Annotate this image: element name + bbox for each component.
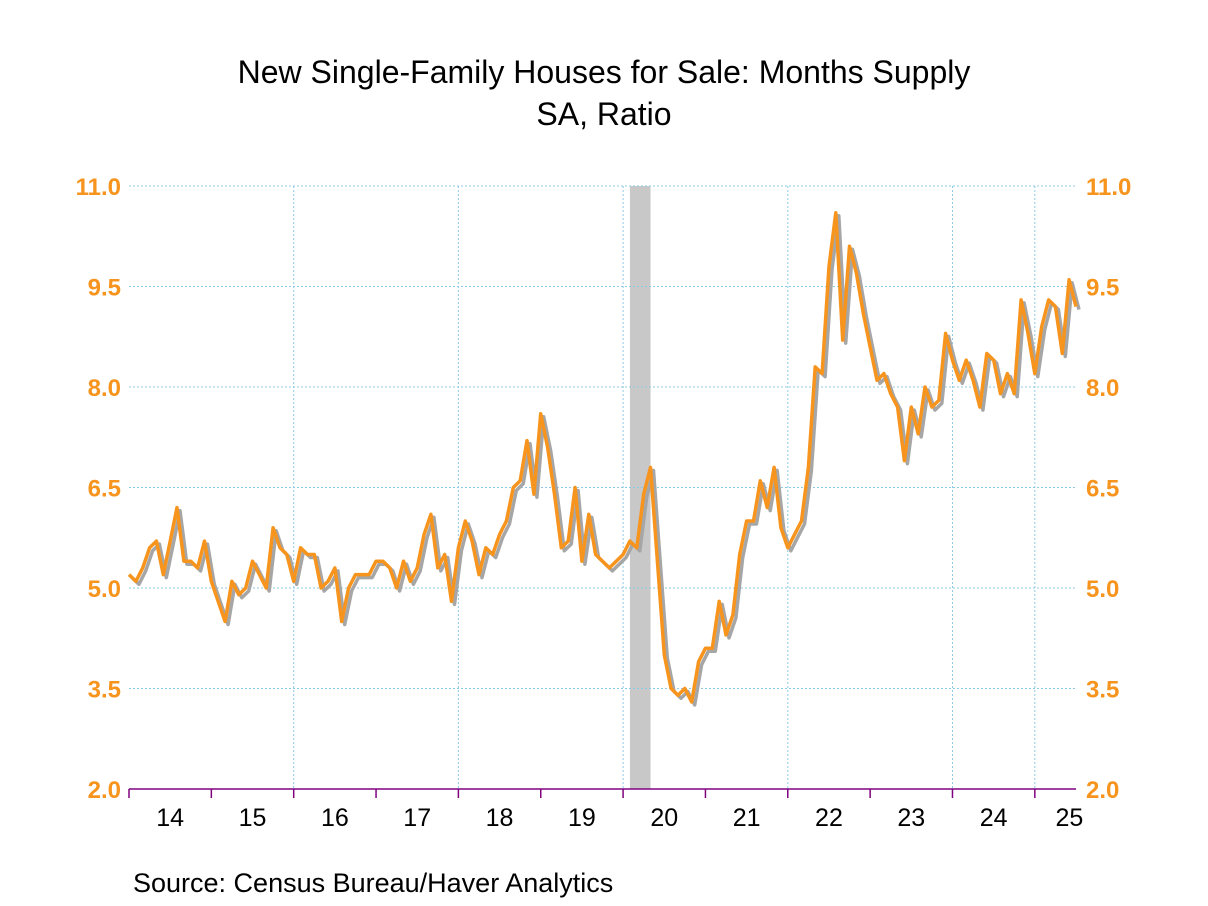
x-tick-label: 21: [733, 804, 761, 832]
y-tick-label-left: 5.0: [88, 576, 121, 603]
y-tick-label-right: 3.5: [1086, 677, 1119, 704]
source-note: Source: Census Bureau/Haver Analytics: [133, 868, 614, 898]
x-tick-label: 15: [239, 804, 267, 832]
y-tick-label-right: 6.5: [1086, 476, 1119, 503]
y-tick-label-left: 9.5: [88, 275, 121, 302]
y-tick-label-right: 5.0: [1086, 576, 1119, 603]
x-tick-label: 25: [1056, 804, 1084, 832]
chart-subtitle: SA, Ratio: [536, 96, 672, 132]
x-tick-label: 18: [486, 804, 514, 832]
chart-title: New Single-Family Houses for Sale: Month…: [237, 54, 971, 90]
y-tick-label-left: 8.0: [88, 375, 121, 402]
y-tick-label-right: 11.0: [1086, 174, 1131, 201]
x-tick-label: 17: [403, 804, 431, 832]
series-line: [127, 211, 1078, 704]
y-tick-label-left: 2.0: [88, 777, 121, 804]
y-tick-label-left: 6.5: [88, 476, 121, 503]
y-tick-label-right: 8.0: [1086, 375, 1119, 402]
x-tick-label: 14: [156, 804, 184, 832]
y-tick-label-left: 11.0: [76, 174, 121, 201]
y-tick-label-left: 3.5: [88, 677, 121, 704]
x-tick-label: 23: [897, 804, 925, 832]
x-tick-label: 20: [650, 804, 678, 832]
y-tick-label-right: 2.0: [1086, 777, 1119, 804]
series-line-shadow: [130, 214, 1081, 707]
x-tick-label: 19: [568, 804, 596, 832]
y-tick-label-right: 9.5: [1086, 275, 1119, 302]
x-tick-label: 22: [815, 804, 843, 832]
recession-band: [629, 186, 651, 789]
x-tick-label: 16: [321, 804, 349, 832]
x-tick-label: 24: [980, 804, 1008, 832]
